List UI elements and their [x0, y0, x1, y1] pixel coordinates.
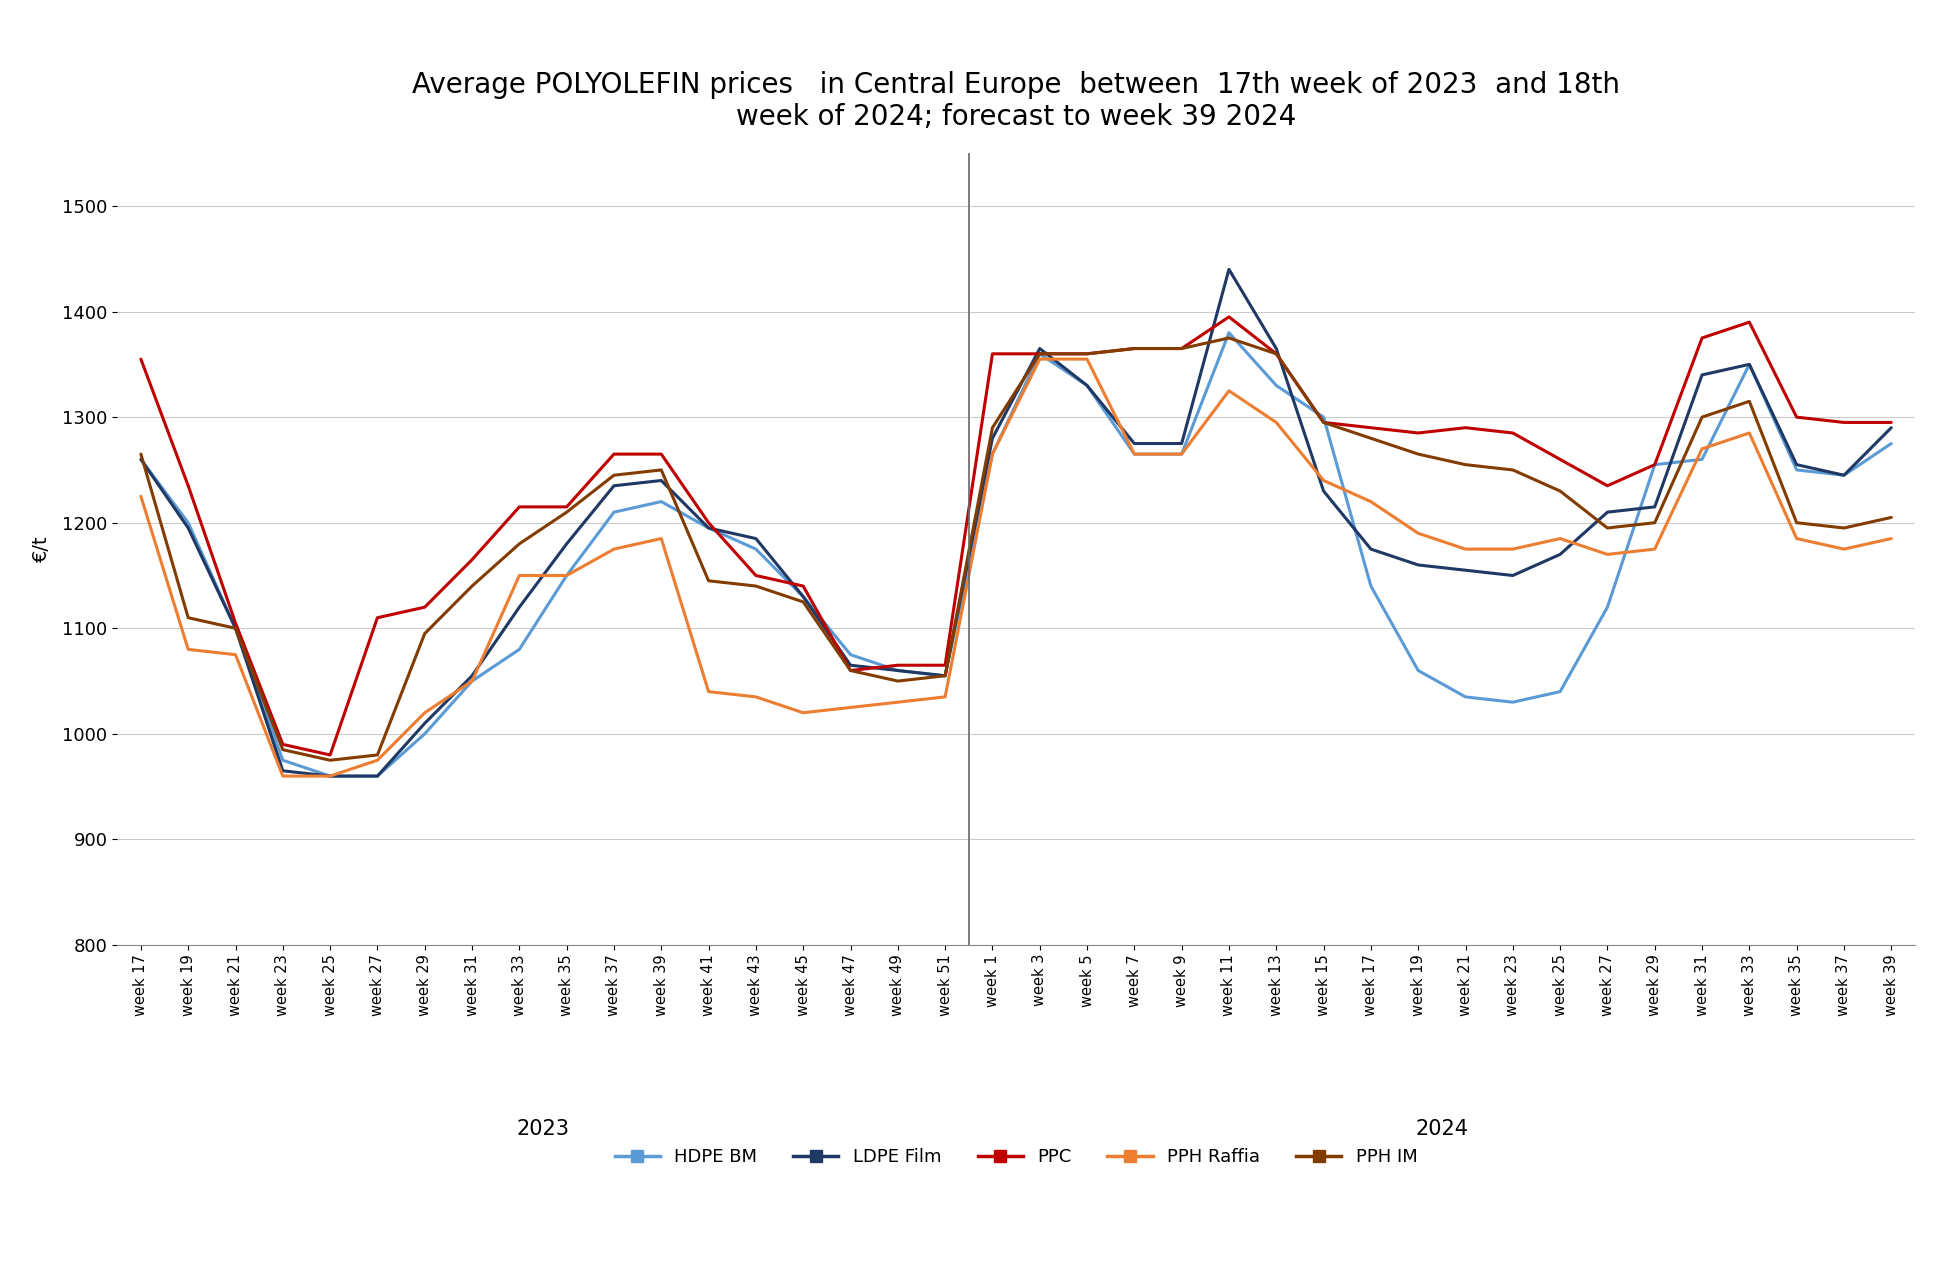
Title: Average POLYOLEFIN prices   in Central Europe  between  17th week of 2023  and 1: Average POLYOLEFIN prices in Central Eur… — [412, 72, 1620, 132]
Legend: HDPE BM, LDPE Film, PPC, PPH Raffia, PPH IM: HDPE BM, LDPE Film, PPC, PPH Raffia, PPH… — [608, 1142, 1424, 1174]
Text: 2023: 2023 — [516, 1119, 569, 1139]
Y-axis label: €/t: €/t — [31, 536, 51, 562]
Text: 2024: 2024 — [1415, 1119, 1467, 1139]
